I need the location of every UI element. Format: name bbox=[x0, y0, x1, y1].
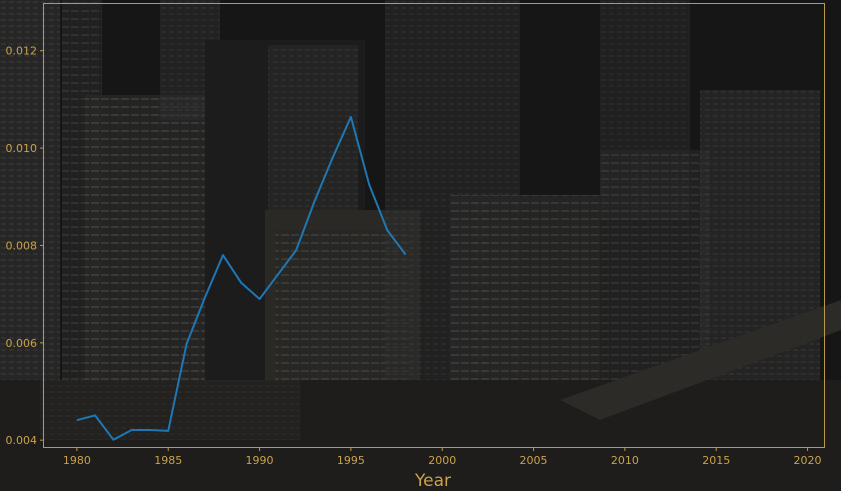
x-tick-label: 1985 bbox=[154, 454, 182, 467]
x-tick-label: 1990 bbox=[246, 454, 274, 467]
x-tick-label: 2000 bbox=[428, 454, 456, 467]
y-tick-label: 0.006 bbox=[6, 337, 38, 350]
x-tick-label: 2015 bbox=[702, 454, 730, 467]
y-tick-label: 0.008 bbox=[6, 239, 38, 252]
y-tick-label: 0.010 bbox=[6, 142, 38, 155]
x-tick-label: 2010 bbox=[611, 454, 639, 467]
y-tick-label: 0.012 bbox=[6, 45, 38, 58]
y-tick-label: 0.004 bbox=[6, 434, 38, 447]
y-axis: 0.004 0.006 0.008 0.010 0.012 bbox=[6, 45, 44, 447]
x-axis: 1980 1985 1990 1995 2000 2005 2010 2015 2020 bbox=[63, 447, 822, 467]
plot-area-frame bbox=[43, 3, 825, 448]
x-tick-label: 2020 bbox=[794, 454, 822, 467]
series-layer bbox=[76, 115, 407, 441]
series-line bbox=[76, 115, 407, 441]
x-tick-label: 1980 bbox=[63, 454, 91, 467]
x-tick-label: 2005 bbox=[520, 454, 548, 467]
x-tick-label: 1995 bbox=[337, 454, 365, 467]
x-axis-label: Year bbox=[414, 471, 451, 491]
